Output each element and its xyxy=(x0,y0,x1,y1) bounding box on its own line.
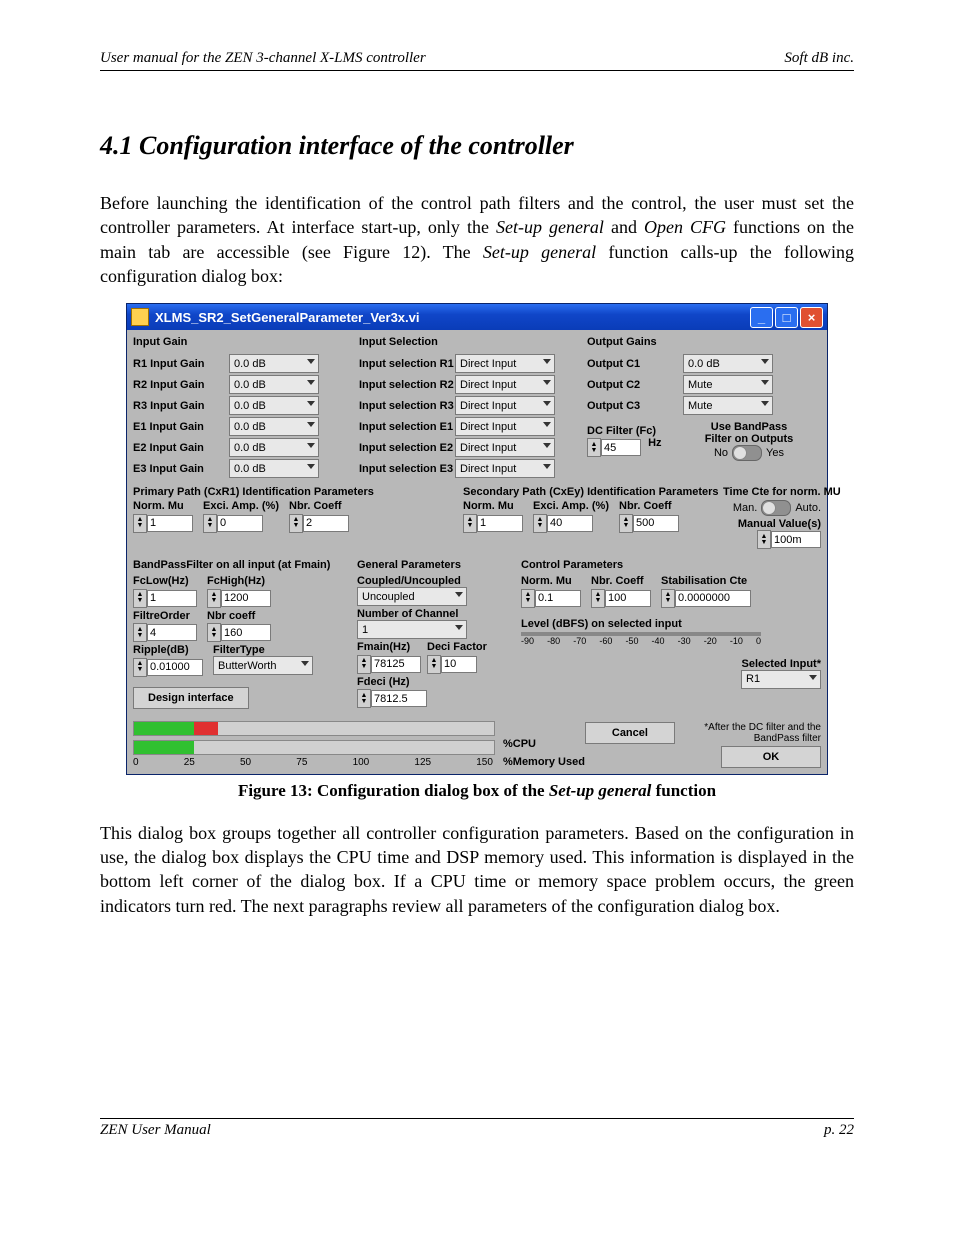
field-dropdown[interactable]: 0.0 dB xyxy=(229,396,319,415)
fdeci-spin[interactable]: ▲▼ xyxy=(357,689,427,708)
gp-header: General Parameters xyxy=(357,559,507,571)
minimize-button[interactable]: _ xyxy=(750,307,773,328)
field-label: Output C3 xyxy=(587,400,683,412)
bandpass-label1: Use BandPass xyxy=(677,421,821,433)
cp-header: Control Parameters xyxy=(521,559,821,571)
field-dropdown[interactable]: 0.0 dB xyxy=(229,459,319,478)
filtertype-dropdown[interactable]: ButterWorth xyxy=(213,656,313,675)
field-label: Input selection E3 xyxy=(359,463,455,475)
app-icon xyxy=(131,308,149,326)
field-label: Output C2 xyxy=(587,379,683,391)
nbrcoeff-spin[interactable]: ▲▼ xyxy=(207,623,271,642)
primary-mu-spin[interactable]: ▲▼ xyxy=(133,514,193,533)
decifactor-spin[interactable]: ▲▼ xyxy=(427,655,477,674)
header-left: User manual for the ZEN 3-channel X-LMS … xyxy=(100,50,426,67)
input-selection-header: Input Selection xyxy=(359,336,438,348)
dc-filter-input[interactable] xyxy=(601,439,641,456)
field-label: R1 Input Gain xyxy=(133,358,229,370)
field-dropdown[interactable]: 0.0 dB xyxy=(229,417,319,436)
field-label: Input selection R2 xyxy=(359,379,455,391)
selected-input-dropdown[interactable]: R1 xyxy=(741,670,821,689)
field-label: Input selection R3 xyxy=(359,400,455,412)
secondary-amp-spin[interactable]: ▲▼ xyxy=(533,514,593,533)
header-right: Soft dB inc. xyxy=(784,50,854,67)
page-footer: ZEN User Manual p. 22 xyxy=(100,1118,854,1139)
ok-button[interactable]: OK xyxy=(721,746,821,768)
field-dropdown[interactable]: Direct Input xyxy=(455,459,555,478)
field-label: E3 Input Gain xyxy=(133,463,229,475)
level-label: Level (dBFS) on selected input xyxy=(521,618,821,630)
field-label: Input selection E2 xyxy=(359,442,455,454)
field-label: R2 Input Gain xyxy=(133,379,229,391)
bpf-header: BandPassFilter on all input (at Fmain) xyxy=(133,559,343,571)
numchannel-dropdown[interactable]: 1 xyxy=(357,620,467,639)
field-dropdown[interactable]: Mute xyxy=(683,396,773,415)
level-meter: -90-80-70-60-50-40-30-20-100 xyxy=(521,632,761,654)
field-dropdown[interactable]: 0.0 dB xyxy=(683,354,773,373)
section-title: 4.1 Configuration interface of the contr… xyxy=(100,131,854,161)
dc-filter-label: DC Filter (Fc) xyxy=(587,425,677,437)
memory-label: %Memory Used xyxy=(503,756,585,768)
secondary-path-header: Secondary Path (CxEy) Identification Par… xyxy=(463,486,723,498)
cp-nc-spin[interactable]: ▲▼ xyxy=(591,589,651,608)
fchigh-spin[interactable]: ▲▼ xyxy=(207,589,271,608)
field-label: Input selection E1 xyxy=(359,421,455,433)
memory-bar xyxy=(133,740,495,755)
dc-filter-spin[interactable]: ▲▼ xyxy=(587,438,641,457)
secondary-mu-spin[interactable]: ▲▼ xyxy=(463,514,523,533)
cpu-bar xyxy=(133,721,495,736)
field-dropdown[interactable]: 0.0 dB xyxy=(229,354,319,373)
field-label: Input selection R1 xyxy=(359,358,455,370)
cp-mu-spin[interactable]: ▲▼ xyxy=(521,589,581,608)
field-dropdown[interactable]: Direct Input xyxy=(455,396,555,415)
footer-right: p. 22 xyxy=(824,1122,854,1139)
page-header: User manual for the ZEN 3-channel X-LMS … xyxy=(100,50,854,71)
cp-sc-spin[interactable]: ▲▼ xyxy=(661,589,751,608)
paragraph-2: This dialog box groups together all cont… xyxy=(100,821,854,918)
primary-amp-spin[interactable]: ▲▼ xyxy=(203,514,263,533)
coupled-dropdown[interactable]: Uncoupled xyxy=(357,587,467,606)
footer-left: ZEN User Manual xyxy=(100,1122,211,1139)
maximize-button[interactable]: □ xyxy=(775,307,798,328)
paragraph-1: Before launching the identification of t… xyxy=(100,191,854,288)
fclow-spin[interactable]: ▲▼ xyxy=(133,589,197,608)
selected-input-note: *After the DC filter and the BandPass fi… xyxy=(695,722,821,744)
field-dropdown[interactable]: Direct Input xyxy=(455,417,555,436)
output-gains-header: Output Gains xyxy=(587,336,657,348)
ripple-spin[interactable]: ▲▼ xyxy=(133,658,203,677)
fmain-spin[interactable]: ▲▼ xyxy=(357,655,421,674)
timecte-label: Time Cte for norm. MU xyxy=(723,486,841,498)
field-dropdown[interactable]: Direct Input xyxy=(455,354,555,373)
input-gain-header: Input Gain xyxy=(133,336,187,348)
field-dropdown[interactable]: 0.0 dB xyxy=(229,438,319,457)
field-dropdown[interactable]: 0.0 dB xyxy=(229,375,319,394)
primary-nc-spin[interactable]: ▲▼ xyxy=(289,514,349,533)
titlebar[interactable]: XLMS_SR2_SetGeneralParameter_Ver3x.vi _ … xyxy=(127,304,827,330)
field-label: E2 Input Gain xyxy=(133,442,229,454)
figure-caption: Figure 13: Configuration dialog box of t… xyxy=(100,781,854,801)
filterorder-spin[interactable]: ▲▼ xyxy=(133,623,197,642)
config-dialog: XLMS_SR2_SetGeneralParameter_Ver3x.vi _ … xyxy=(126,303,828,775)
primary-path-header: Primary Path (CxR1) Identification Param… xyxy=(133,486,463,498)
manual-value-spin[interactable]: ▲▼ xyxy=(757,530,821,549)
bandpass-toggle[interactable]: NoYes xyxy=(714,445,784,461)
window-title: XLMS_SR2_SetGeneralParameter_Ver3x.vi xyxy=(155,310,420,325)
cancel-button[interactable]: Cancel xyxy=(585,722,675,744)
field-label: Output C1 xyxy=(587,358,683,370)
timecte-toggle[interactable]: Man.Auto. xyxy=(733,500,821,516)
close-button[interactable]: × xyxy=(800,307,823,328)
bandpass-label2: Filter on Outputs xyxy=(677,433,821,445)
field-label: R3 Input Gain xyxy=(133,400,229,412)
field-dropdown[interactable]: Direct Input xyxy=(455,375,555,394)
field-dropdown[interactable]: Mute xyxy=(683,375,773,394)
design-interface-button[interactable]: Design interface xyxy=(133,687,249,709)
field-label: E1 Input Gain xyxy=(133,421,229,433)
secondary-nc-spin[interactable]: ▲▼ xyxy=(619,514,679,533)
cpu-label: %CPU xyxy=(503,738,585,750)
field-dropdown[interactable]: Direct Input xyxy=(455,438,555,457)
